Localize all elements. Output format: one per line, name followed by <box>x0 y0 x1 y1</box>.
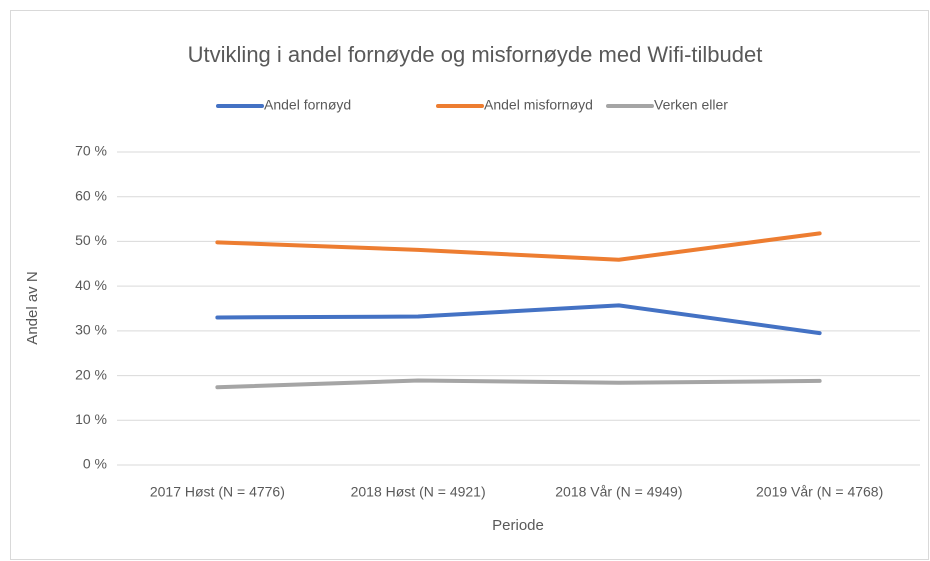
x-tick-label: 2019 Vår (N = 4768) <box>756 484 883 500</box>
y-tick-label: 70 % <box>75 143 107 159</box>
x-tick-label: 2018 Vår (N = 4949) <box>555 484 682 500</box>
y-tick-label: 10 % <box>75 411 107 427</box>
y-tick-label: 0 % <box>83 456 107 472</box>
chart-title: Utvikling i andel fornøyde og misfornøyd… <box>188 42 763 67</box>
legend-label: Andel misfornøyd <box>484 97 593 113</box>
series-line <box>215 303 822 336</box>
y-tick-label: 50 % <box>75 232 107 248</box>
y-tick-label: 30 % <box>75 322 107 338</box>
y-tick-label: 60 % <box>75 187 107 203</box>
legend-label: Andel fornøyd <box>264 97 351 113</box>
x-tick-label: 2018 Høst (N = 4921) <box>351 484 486 500</box>
legend-label: Verken eller <box>654 97 728 113</box>
series-line <box>215 231 822 262</box>
y-axis-label: Andel av N <box>24 271 41 344</box>
x-tick-label: 2017 Høst (N = 4776) <box>150 484 285 500</box>
y-tick-label: 20 % <box>75 366 107 382</box>
chart-frame <box>10 10 929 560</box>
y-tick-label: 40 % <box>75 277 107 293</box>
x-axis-label: Periode <box>492 517 544 534</box>
series-line <box>215 378 822 390</box>
